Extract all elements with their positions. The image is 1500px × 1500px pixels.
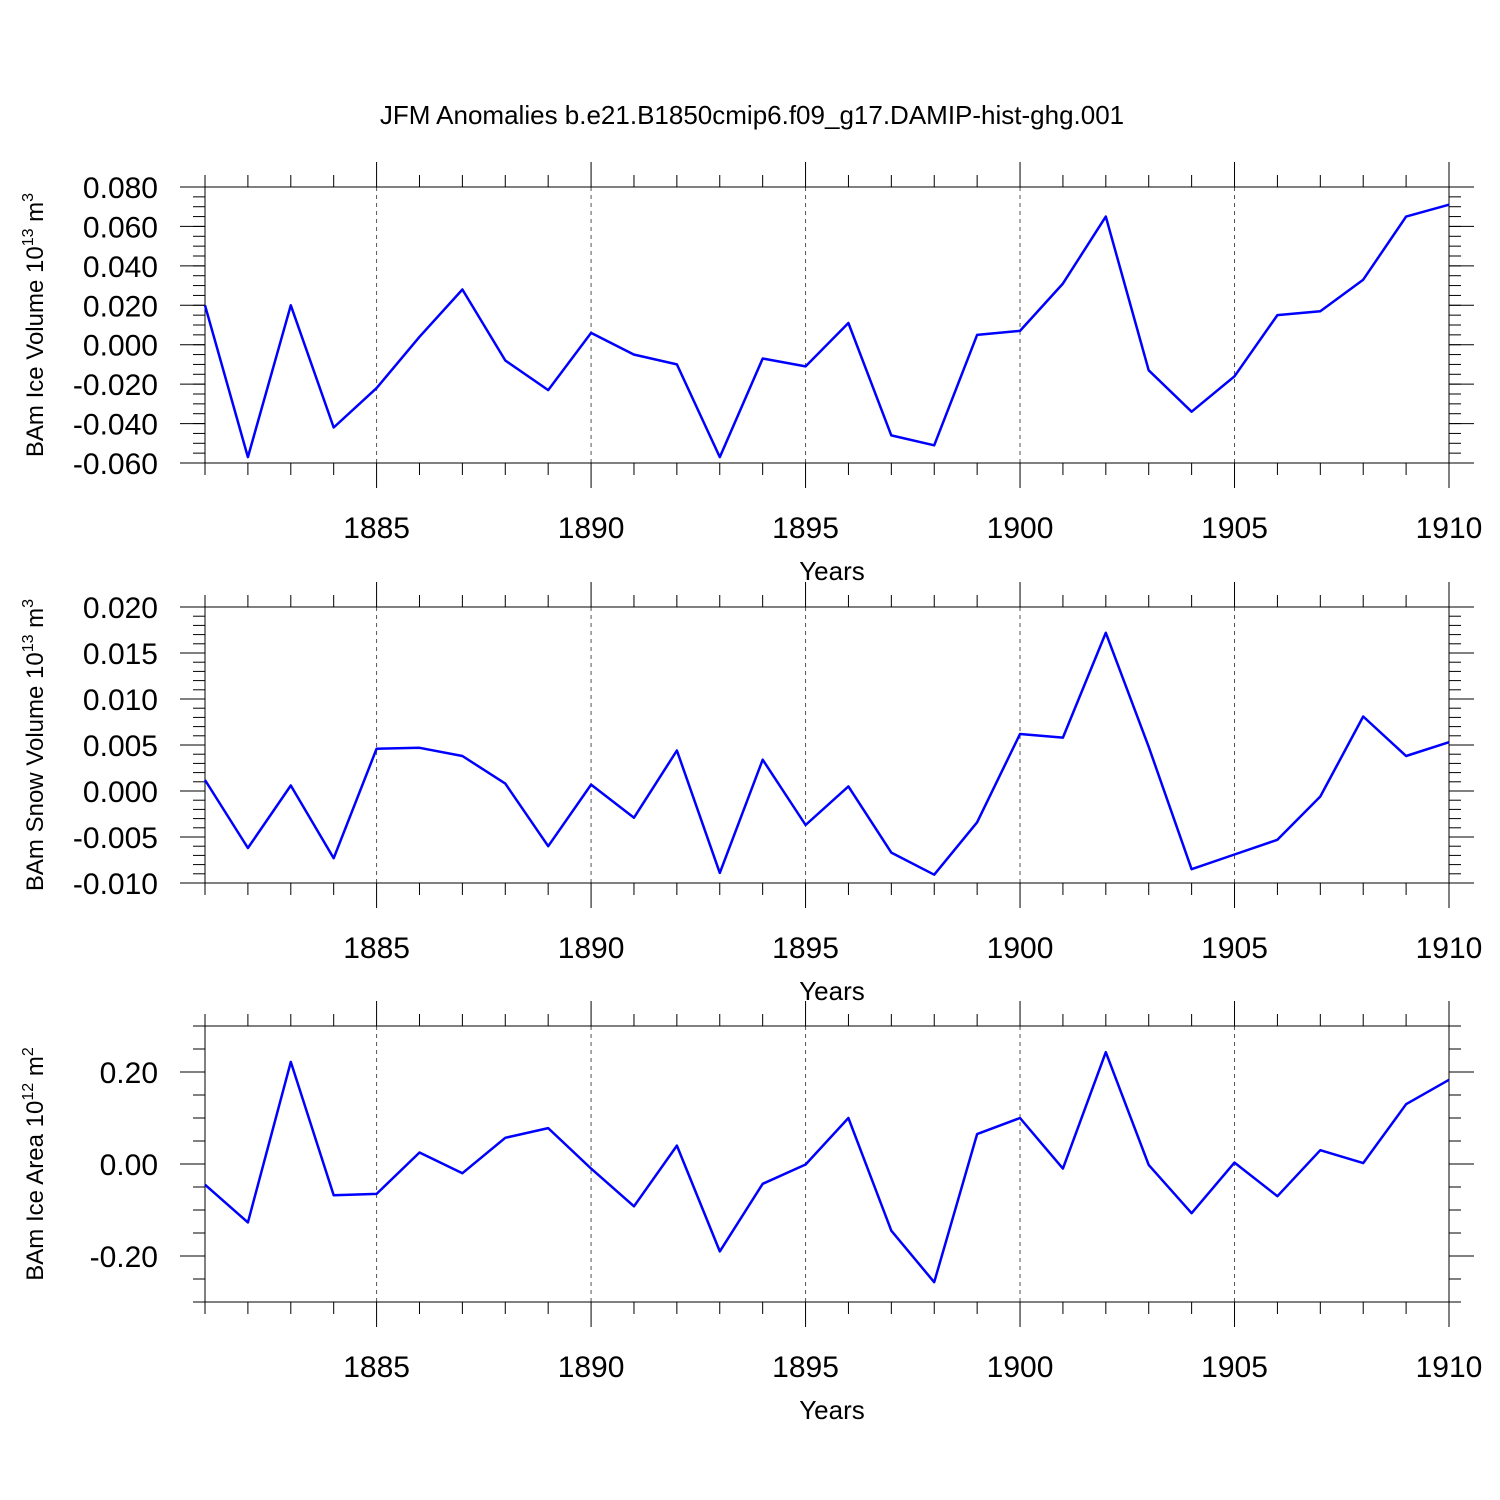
series-line-snow-volume [203, 631, 1450, 876]
x-tick-label: 1910 [1416, 512, 1483, 545]
y-tick-label: -0.020 [73, 369, 158, 402]
panel-ice-area: 1885 1890 1895 1900 1905 1910 Years -0.20 0.00 0.… [20, 1001, 1482, 1425]
y-axis-label-unit-exponent: 3 [20, 193, 37, 202]
y-axis-label-main: BAm Ice Area 10 [22, 1101, 49, 1281]
y-axis-label: BAm Snow Volume 1013 m3 [20, 599, 49, 891]
x-tick-label: 1895 [772, 512, 839, 545]
x-tick-label: 1900 [987, 512, 1054, 545]
y-tick-label: 0.010 [83, 684, 158, 717]
panel-ice-volume: 1885 1890 1895 1900 1905 1910 Years -0.060 -0.04… [20, 162, 1482, 586]
x-tick-label: 1890 [558, 1351, 625, 1384]
x-axis-label: Years [799, 976, 865, 1006]
y-tick-label: -0.20 [90, 1241, 158, 1274]
y-tick-label: 0.020 [83, 290, 158, 323]
x-tick-label: 1885 [343, 1351, 410, 1384]
y-axis-label-exponent: 13 [20, 228, 37, 246]
x-tick-label: 1895 [772, 932, 839, 965]
plot-frame [204, 186, 1450, 464]
series-line-ice-volume [203, 203, 1450, 459]
y-tick-label: 0.020 [83, 592, 158, 625]
series-line-ice-area [204, 1050, 1450, 1284]
x-axis-label: Years [799, 1395, 865, 1425]
y-axis-label: BAm Ice Volume 1013 m3 [20, 193, 49, 457]
x-tick-label: 1905 [1201, 1351, 1268, 1384]
x-tick-label: 1905 [1201, 512, 1268, 545]
panel-snow-volume: 1885 1890 1895 1900 1905 1910 Years -0.010 -0.00… [20, 582, 1482, 1006]
y-tick-label: -0.005 [73, 822, 158, 855]
x-tick-label: 1905 [1201, 932, 1268, 965]
x-tick-label: 1910 [1416, 932, 1483, 965]
y-tick-label: -0.040 [73, 409, 158, 442]
panels: 1885 1890 1895 1900 1905 1910 Years -0.060 -0.04… [20, 162, 1482, 1425]
chart-title: JFM Anomalies b.e21.B1850cmip6.f09_g17.D… [380, 100, 1124, 130]
y-axis-label-main: BAm Ice Volume 10 [22, 246, 49, 457]
x-tick-label: 1890 [558, 932, 625, 965]
y-axis-label-unit: m [22, 202, 49, 229]
y-axis-label-exponent: 13 [20, 634, 37, 652]
plot-frame [204, 1025, 1450, 1303]
plot-frame [204, 606, 1450, 884]
y-tick-label: 0.080 [83, 172, 158, 205]
y-tick-label: 0.040 [83, 251, 158, 284]
y-tick-label: 0.000 [83, 776, 158, 809]
y-tick-label: 0.060 [83, 211, 158, 244]
y-tick-label: 0.005 [83, 730, 158, 763]
y-tick-label: 0.00 [100, 1149, 158, 1182]
y-tick-label: 0.015 [83, 638, 158, 671]
x-tick-label: 1885 [343, 932, 410, 965]
x-tick-label: 1900 [987, 1351, 1054, 1384]
x-tick-label: 1885 [343, 512, 410, 545]
y-tick-label: 0.20 [100, 1057, 158, 1090]
y-axis-label-unit-exponent: 2 [20, 1047, 37, 1056]
x-tick-label: 1910 [1416, 1351, 1483, 1384]
y-axis-label-exponent: 12 [20, 1083, 37, 1101]
y-axis-label: BAm Ice Area 1012 m2 [20, 1047, 49, 1281]
y-tick-label: -0.010 [73, 868, 158, 901]
y-axis-label-main: BAm Snow Volume 10 [22, 652, 49, 891]
y-axis-label-unit-exponent: 3 [20, 599, 37, 608]
x-tick-label: 1895 [772, 1351, 839, 1384]
x-axis-label: Years [799, 556, 865, 586]
y-axis-label-unit: m [22, 608, 49, 635]
y-axis-label-unit: m [22, 1056, 49, 1083]
x-tick-label: 1900 [987, 932, 1054, 965]
y-tick-label: 0.000 [83, 330, 158, 363]
y-tick-label: -0.060 [73, 448, 158, 481]
x-tick-label: 1890 [558, 512, 625, 545]
